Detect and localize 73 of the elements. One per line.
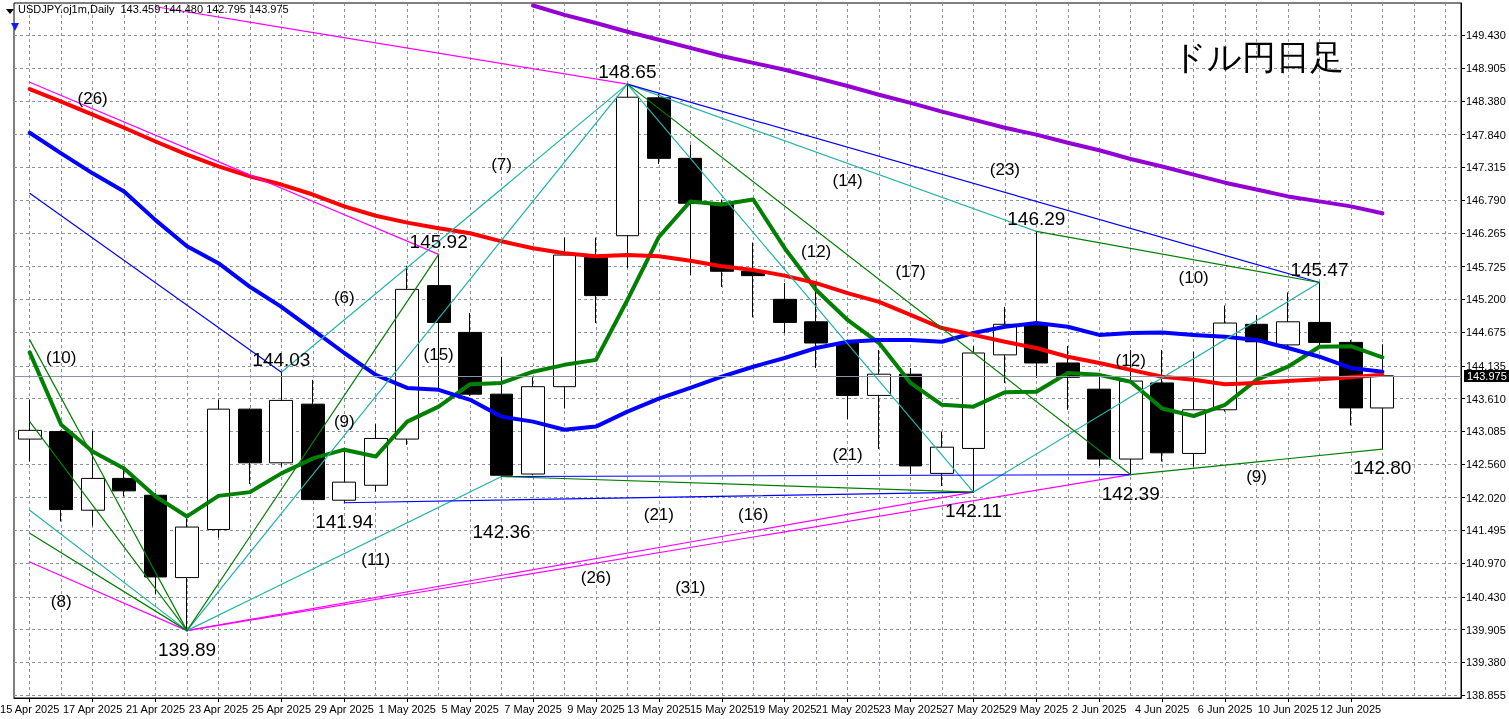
x-tick-label: 13 May 2025 [627,702,691,715]
x-tick-label: 27 May 2025 [941,702,1006,715]
annotation: (21) [643,504,674,524]
annotation: (9) [1246,466,1267,486]
x-tick-label: 21 May 2025 [815,702,880,715]
x-tick-label: 21 Apr 2025 [125,702,186,715]
x-tick-label: 29 May 2025 [1004,702,1069,715]
x-tick-label: 12 Jun 2025 [1320,702,1382,715]
text: 142.11 [945,500,1002,522]
y-tick-label: 146.265 [1466,226,1506,239]
y-tick-label: 139.905 [1466,623,1506,636]
y-tick-label: 149.430 [1466,29,1506,42]
x-tick-label: 7 May 2025 [504,702,562,715]
x-tick-label: 1 May 2025 [378,702,436,715]
x-tick-label: 25 Apr 2025 [251,702,312,715]
annotation: (26) [580,567,612,587]
x-tick-label: 4 Jun 2025 [1134,702,1190,715]
y-tick-label: 140.430 [1466,590,1506,603]
annotation: (31) [675,577,706,597]
y-tick-label: 143.610 [1466,392,1506,405]
annotation: (6) [333,287,355,307]
x-tick-label: 2 Jun 2025 [1072,702,1127,715]
x-tick-label: 9 May 2025 [567,702,625,715]
annotation: (8) [50,591,72,611]
y-tick-label: 144.135 [1466,359,1506,372]
annotation: (21) [832,444,863,464]
y-tick-label: 147.840 [1466,128,1506,141]
x-tick-label: 15 May 2025 [689,702,754,715]
y-tick-label: 145.725 [1466,260,1506,273]
text: 148.65 [598,61,657,83]
annotation: (10) [46,347,77,367]
annotation: (11) [361,549,391,569]
annotation: (9) [333,411,355,431]
y-tick-label: 148.380 [1466,94,1506,107]
text: 139.89 [157,638,217,660]
annotation: (26) [77,88,108,108]
text: 142.39 [1101,482,1160,504]
text: 142.36 [472,520,531,542]
annotation: (10) [1178,267,1209,287]
text: 142.80 [1353,457,1412,479]
annotation: (16) [738,504,769,524]
x-tick-label: 23 Apr 2025 [188,702,249,715]
annotation: (17) [895,261,926,281]
x-tick-label: 17 Apr 2025 [62,702,123,715]
y-tick-label: 146.790 [1466,194,1506,207]
x-tick-label: 29 Apr 2025 [314,702,374,715]
x-tick-label: 19 May 2025 [752,702,817,715]
y-tick-label: 139.380 [1466,656,1506,669]
ref-line-label: 143.975 [1467,370,1507,383]
x-tick-label: 15 Apr 2025 [0,702,60,715]
y-tick-label: 145.200 [1466,293,1506,306]
y-tick-label: 138.855 [1466,689,1506,702]
text: 145.47 [1290,259,1349,281]
annotation: (23) [989,159,1020,179]
text: ドル円日足 [1172,38,1344,76]
chart-subtitle: USDJPY.oj1m,Daily 143.459 144.480 142.795 143.975 [18,2,289,15]
y-tick-label: 140.970 [1466,557,1506,570]
x-tick-label: 23 May 2025 [878,702,943,715]
y-tick-label: 148.905 [1466,62,1506,75]
annotation: (12) [801,241,832,261]
y-tick-label: 142.560 [1466,458,1506,471]
x-tick-label: 5 May 2025 [441,702,499,715]
text: 141.94 [315,510,374,532]
x-tick-label: 10 Jun 2025 [1257,702,1319,715]
y-tick-label: 141.495 [1466,524,1506,537]
y-tick-label: 144.675 [1466,326,1506,339]
annotation: (7) [491,154,512,174]
x-tick-label: 6 Jun 2025 [1197,702,1253,715]
y-tick-label: 142.020 [1466,491,1506,504]
y-tick-label: 147.315 [1466,161,1506,174]
y-tick-label: 143.085 [1466,425,1506,438]
annotation: (14) [832,170,863,190]
text: 146.29 [1007,208,1066,230]
